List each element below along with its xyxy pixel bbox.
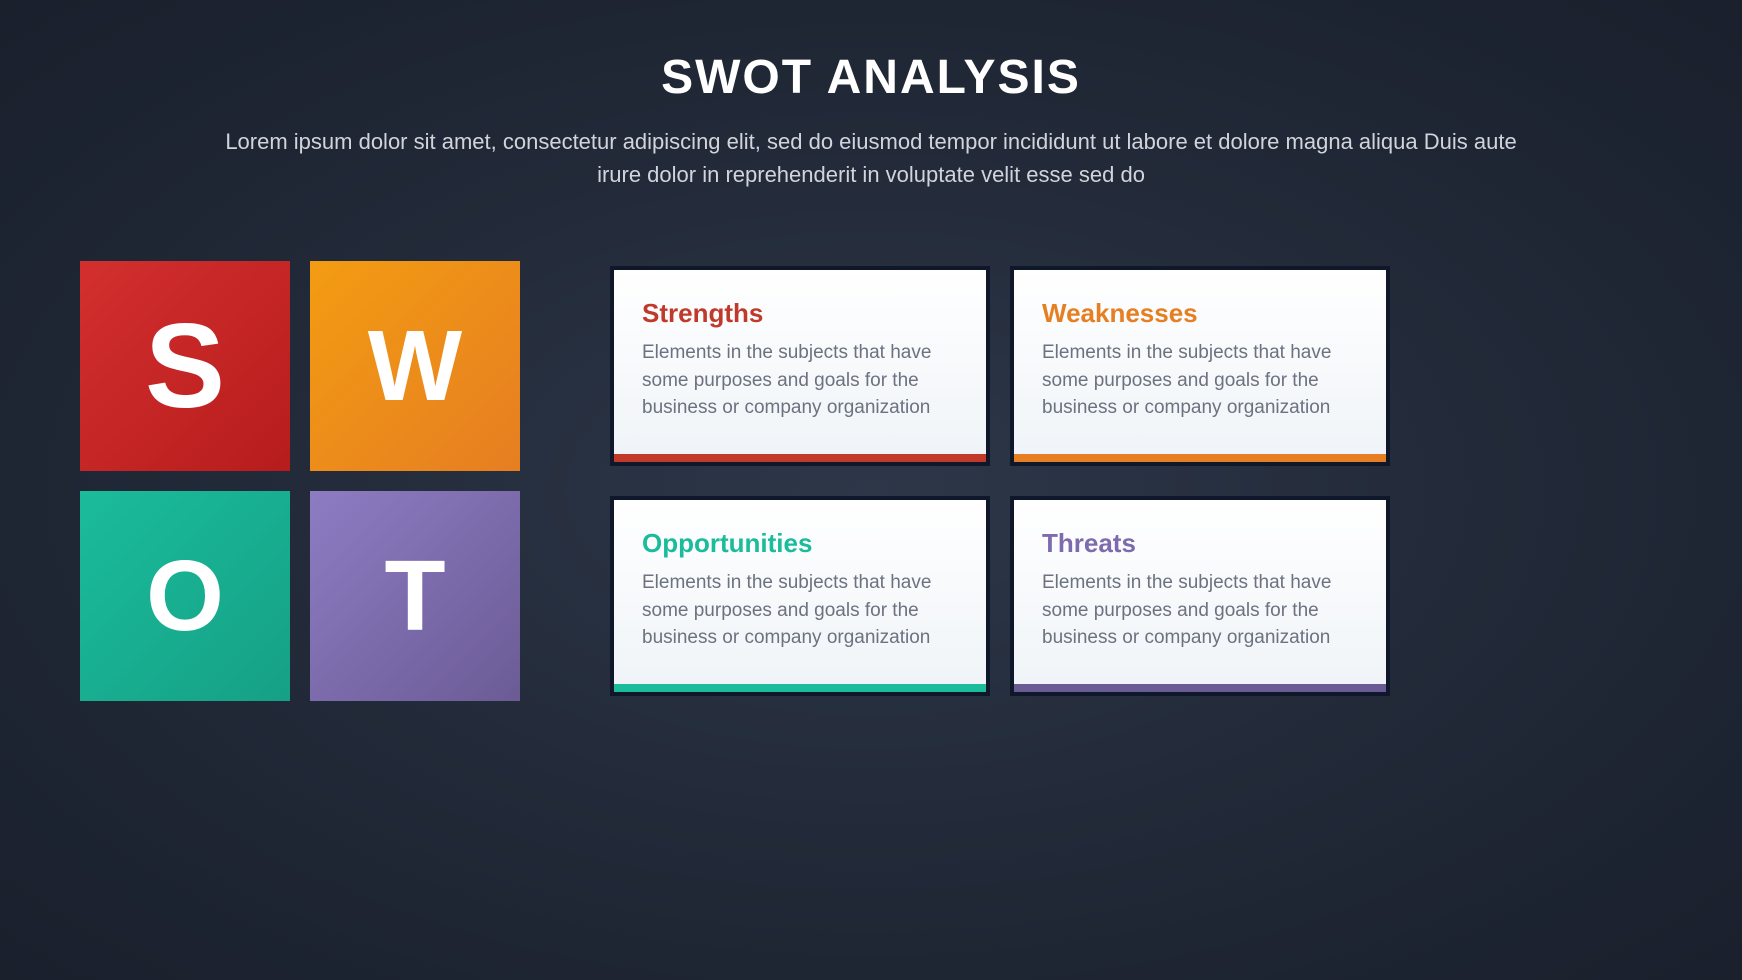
content-area: S W O T Strengths Elements in the subjec…	[0, 191, 1742, 701]
block-opportunities: O	[80, 491, 290, 701]
page-subtitle: Lorem ipsum dolor sit amet, consectetur …	[211, 125, 1531, 191]
card-body-opportunities: Elements in the subjects that have some …	[642, 569, 958, 652]
header: SWOT ANALYSIS Lorem ipsum dolor sit amet…	[0, 0, 1742, 191]
swot-cards-grid: Strengths Elements in the subjects that …	[610, 261, 1390, 701]
card-title-weaknesses: Weaknesses	[1042, 298, 1358, 329]
card-strengths: Strengths Elements in the subjects that …	[610, 266, 990, 466]
card-accent-strengths	[614, 454, 986, 462]
block-letter-t: T	[384, 539, 445, 654]
block-weaknesses: W	[310, 261, 520, 471]
card-title-threats: Threats	[1042, 528, 1358, 559]
card-body-threats: Elements in the subjects that have some …	[1042, 569, 1358, 652]
block-strengths: S	[80, 261, 290, 471]
card-weaknesses: Weaknesses Elements in the subjects that…	[1010, 266, 1390, 466]
card-accent-opportunities	[614, 684, 986, 692]
card-accent-weaknesses	[1014, 454, 1386, 462]
card-content: Threats Elements in the subjects that ha…	[1014, 500, 1386, 684]
block-letter-o: O	[146, 539, 224, 654]
card-content: Weaknesses Elements in the subjects that…	[1014, 270, 1386, 454]
swot-blocks-grid: S W O T	[80, 261, 520, 701]
card-title-opportunities: Opportunities	[642, 528, 958, 559]
page-title: SWOT ANALYSIS	[0, 50, 1742, 105]
card-content: Strengths Elements in the subjects that …	[614, 270, 986, 454]
block-threats: T	[310, 491, 520, 701]
card-content: Opportunities Elements in the subjects t…	[614, 500, 986, 684]
card-body-weaknesses: Elements in the subjects that have some …	[1042, 339, 1358, 422]
card-opportunities: Opportunities Elements in the subjects t…	[610, 496, 990, 696]
card-threats: Threats Elements in the subjects that ha…	[1010, 496, 1390, 696]
block-letter-w: W	[368, 309, 462, 424]
card-accent-threats	[1014, 684, 1386, 692]
block-letter-s: S	[145, 297, 225, 435]
card-title-strengths: Strengths	[642, 298, 958, 329]
card-body-strengths: Elements in the subjects that have some …	[642, 339, 958, 422]
